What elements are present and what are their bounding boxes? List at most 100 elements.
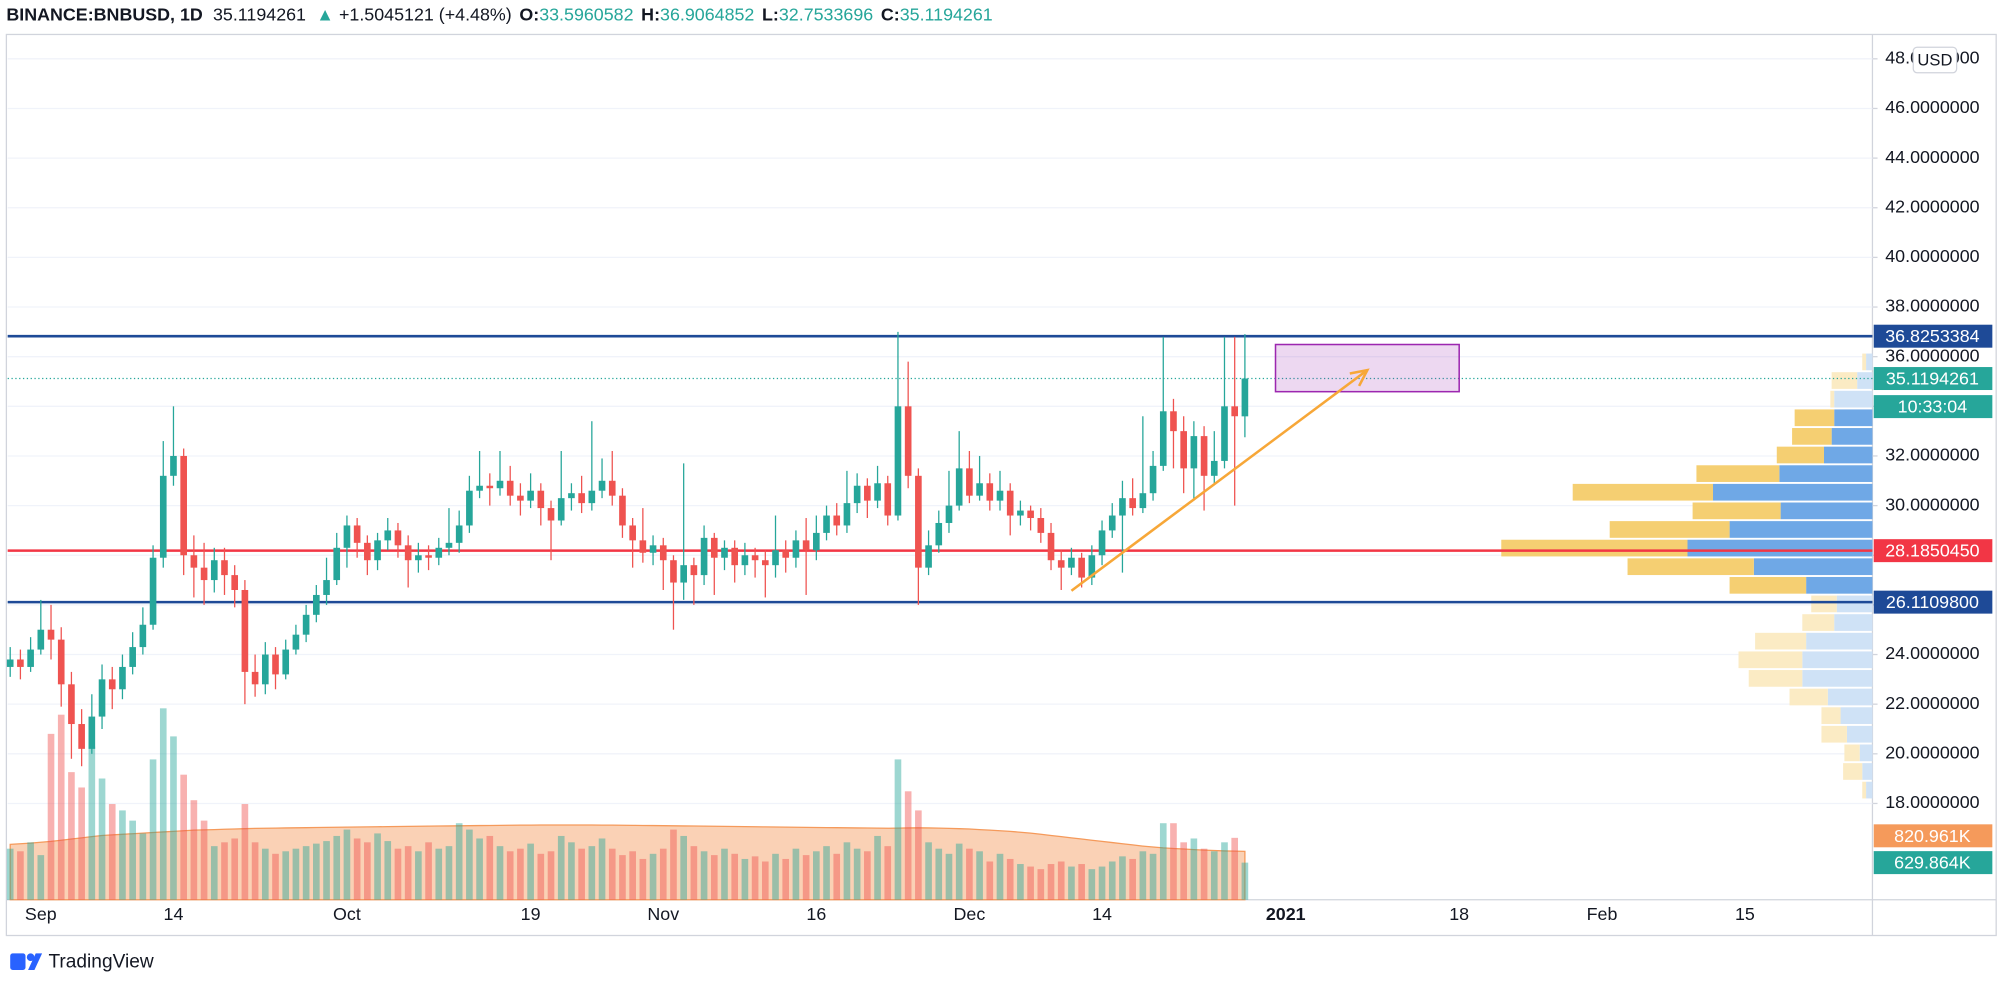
volume-bar: [221, 842, 228, 900]
x-tick-label: Oct: [333, 904, 361, 924]
profile-up-bar: [1830, 390, 1835, 408]
candle-body: [37, 629, 45, 650]
profile-up-bar: [1802, 614, 1835, 631]
candle-body: [608, 480, 616, 496]
volume-bar: [1057, 861, 1065, 900]
candle-body: [517, 495, 524, 501]
volume-bar: [1190, 838, 1198, 900]
volume: [6, 708, 1249, 901]
candle-body: [710, 537, 718, 558]
volume-bar: [843, 842, 851, 900]
volume-bar: [1159, 823, 1167, 900]
volume-bar: [751, 856, 759, 900]
profile-up-bar: [1792, 428, 1832, 445]
volume-profile: [1501, 353, 1873, 799]
volume-bar: [761, 861, 769, 900]
profile-up-bar: [1844, 744, 1860, 762]
candle-body: [874, 483, 881, 501]
candle-body: [639, 540, 647, 553]
volume-ma-label: 820.961K: [1894, 826, 1971, 846]
candle-body: [1129, 498, 1136, 509]
candle-body: [1200, 436, 1208, 476]
candle-body: [27, 649, 34, 667]
profile-down-bar: [1840, 707, 1873, 724]
candle-body: [853, 485, 861, 504]
y-tick-label: 22.0000000: [1885, 693, 1979, 713]
candle-body: [272, 654, 279, 675]
candle-body: [6, 659, 14, 667]
volume-label: 629.864K: [1894, 853, 1971, 873]
volume-bar: [231, 838, 239, 900]
candle-body: [57, 639, 65, 685]
x-tick-label: 14: [164, 904, 184, 924]
volume-bar: [1200, 848, 1208, 900]
candle-body: [231, 575, 239, 590]
volume-bar: [639, 858, 647, 900]
candle-body: [986, 483, 994, 501]
candle-body: [129, 647, 136, 667]
volume-bar: [272, 853, 279, 900]
y-tick-label: 44.0000000: [1885, 147, 1979, 167]
open-label: O:: [519, 4, 539, 24]
y-tick-label: 30.0000000: [1885, 494, 1979, 514]
volume-bar: [1210, 851, 1218, 900]
brand-name: TradingView: [48, 951, 153, 972]
profile-up-bar: [1748, 670, 1803, 687]
y-tick-label: 32.0000000: [1885, 445, 1979, 465]
volume-bar: [690, 846, 698, 900]
volume-bar: [343, 829, 351, 900]
x-tick-label: Feb: [1587, 904, 1618, 924]
candle-body: [802, 540, 810, 551]
close-value: 35.1194261: [900, 4, 993, 24]
profile-down-bar: [1831, 428, 1873, 445]
candle-body: [966, 468, 973, 496]
volume-bar: [149, 759, 157, 900]
volume-bar: [139, 833, 147, 900]
volume-bar: [129, 820, 136, 900]
candle-body: [384, 530, 392, 541]
arrow-head: [1349, 368, 1370, 387]
candle-body: [925, 545, 932, 568]
line-price-label: 36.8253384: [1885, 326, 1979, 346]
volume-bar: [884, 846, 892, 900]
y-tick-label: 18.0000000: [1885, 792, 1979, 812]
volume-bar: [1037, 869, 1045, 900]
volume-bar: [935, 848, 943, 900]
candle-body: [935, 522, 943, 546]
candle-body: [119, 666, 126, 690]
candle-body: [1210, 460, 1218, 476]
profile-up-bar: [1794, 409, 1835, 427]
profile-down-bar: [1834, 614, 1873, 631]
volume-bar: [700, 851, 708, 900]
volume-bar: [986, 861, 994, 900]
candle-body: [813, 532, 820, 551]
candle-body: [68, 684, 75, 725]
candle-body: [619, 495, 626, 526]
candle-body: [139, 624, 147, 648]
candle-body: [659, 545, 667, 561]
x-tick-label: Sep: [25, 904, 57, 924]
volume-bar: [925, 842, 932, 900]
profile-up-bar: [1821, 725, 1847, 743]
volume-bar: [1027, 866, 1034, 900]
candle-body: [547, 508, 555, 521]
volume-bar: [874, 835, 881, 900]
last-price: 35.1194261: [213, 4, 306, 24]
candle-body: [292, 634, 300, 650]
volume-bar: [915, 810, 922, 900]
y-tick-label: 42.0000000: [1885, 196, 1979, 216]
volume-bar: [619, 855, 626, 900]
volume-bar: [1108, 861, 1116, 900]
candle-body: [884, 483, 892, 516]
volume-bar: [904, 791, 912, 900]
candle-body: [690, 565, 698, 576]
candle-body: [496, 480, 504, 489]
candle-body: [1231, 406, 1239, 417]
candle-body: [629, 525, 636, 541]
profile-down-bar: [1834, 409, 1873, 427]
profile-up-bar: [1862, 353, 1867, 371]
horizontal-lines: [7, 334, 1873, 604]
volume-bar: [6, 848, 14, 900]
candle-body: [1119, 498, 1126, 516]
